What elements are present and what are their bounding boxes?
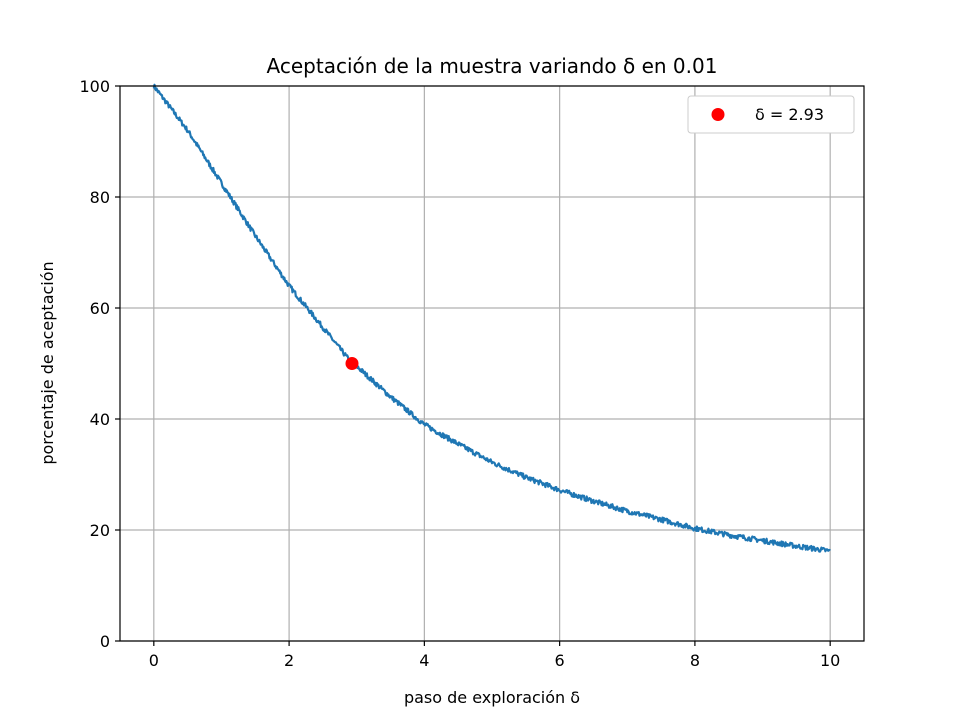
- legend-label: δ = 2.93: [755, 105, 824, 124]
- y-axis-ticks: 0 20 40 60 80 100: [79, 77, 120, 651]
- y-tick-label: 20: [90, 521, 110, 540]
- marker-series: [345, 357, 359, 370]
- x-tick-label: 2: [284, 651, 294, 670]
- delta-marker-point: [345, 357, 359, 370]
- grid-lines: [120, 85, 864, 642]
- legend-marker: [711, 108, 725, 121]
- plot-frame: [119, 85, 865, 642]
- y-tick-label: 0: [100, 632, 110, 651]
- x-axis-ticks: 0 2 4 6 8 10: [149, 641, 840, 670]
- acceptance-line: [152, 83, 831, 553]
- x-tick-label: 6: [555, 651, 565, 670]
- y-tick-label: 40: [90, 410, 110, 429]
- legend-box: [687, 95, 855, 134]
- y-tick-label: 100: [79, 77, 110, 96]
- x-axis-label: paso de exploración δ: [404, 688, 580, 707]
- y-tick-label: 80: [90, 188, 110, 207]
- legend: δ = 2.93: [687, 95, 855, 134]
- data-series: [152, 83, 831, 553]
- x-tick-label: 4: [419, 651, 429, 670]
- x-tick-label: 10: [820, 651, 840, 670]
- y-axis-label: porcentaje de aceptación: [38, 261, 57, 464]
- y-tick-label: 60: [90, 299, 110, 318]
- chart-title: Aceptación de la muestra variando δ en 0…: [267, 54, 718, 78]
- x-tick-label: 0: [149, 651, 159, 670]
- x-tick-label: 8: [690, 651, 700, 670]
